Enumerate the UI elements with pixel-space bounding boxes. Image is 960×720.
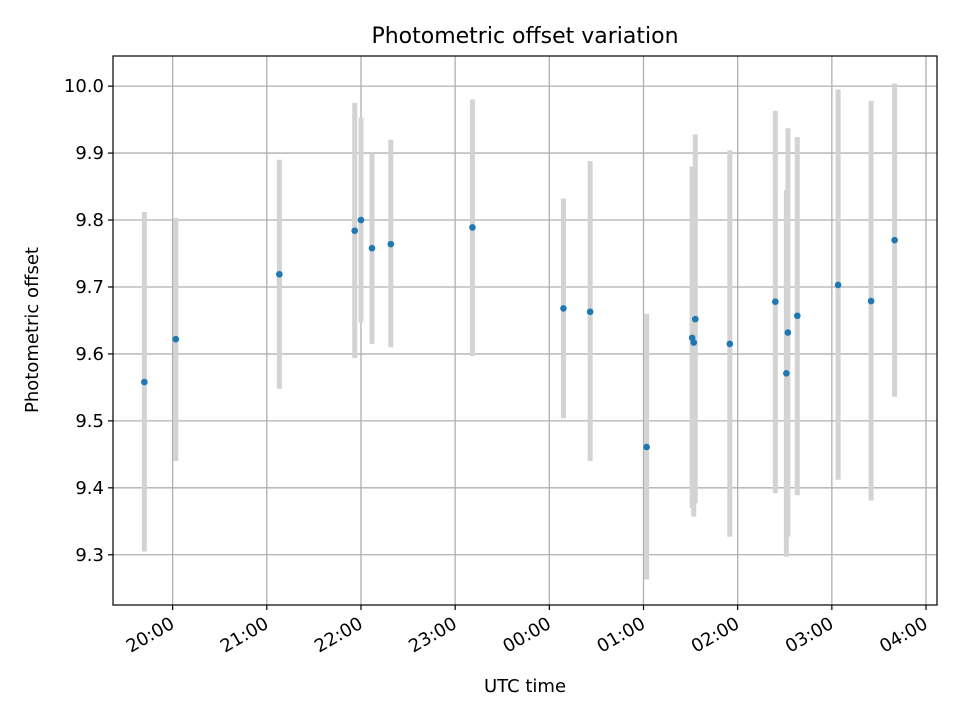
y-tick-label: 9.9 [75,143,104,164]
x-tick-label: 21:00 [217,613,272,657]
data-point [867,297,875,305]
data-point [351,227,359,235]
data-point [643,443,650,451]
data-point [891,236,898,244]
data-point [784,329,792,336]
data-point [726,340,734,348]
x-tick-label: 22:00 [311,613,366,657]
error-bars [141,83,898,580]
grid-lines [113,56,937,605]
y-tick-label: 9.5 [75,411,104,432]
plot-frame [112,55,938,606]
data-point [368,244,376,252]
data-point [560,305,567,312]
y-tick-label: 9.6 [75,344,104,365]
data-point [772,298,779,306]
data-point [387,240,395,248]
x-tick-label: 04:00 [876,613,931,657]
data-point [691,315,699,323]
data-point [586,308,594,316]
data-point [141,378,148,386]
data-points [141,216,898,451]
chart-title: Photometric offset variation [371,24,678,49]
data-point [834,281,842,289]
y-tick-label: 10.0 [64,76,104,97]
y-tick-label: 9.4 [75,478,104,499]
data-point [794,312,801,320]
x-tick-label: 02:00 [688,613,743,657]
y-tick-label: 9.8 [75,210,104,231]
x-tick-label: 03:00 [782,613,837,657]
data-point [172,335,180,343]
data-point [357,216,365,224]
data-point [469,224,476,231]
y-axis-ticks: 9.3 9.4 9.5 9.6 9.7 9.8 9.9 10.0 [64,76,113,566]
y-tick-label: 9.3 [75,545,104,566]
y-axis-label: Photometric offset [22,247,43,413]
data-point [783,370,790,377]
x-tick-label: 20:00 [123,613,178,657]
x-axis-ticks: 20:00 21:00 22:00 23:00 00:00 01:00 02:00 03:00… [123,605,932,657]
data-point [690,339,698,346]
data-point [276,270,283,278]
x-tick-label: 00:00 [499,613,554,657]
x-tick-label: 01:00 [594,613,649,657]
y-tick-label: 9.7 [75,277,104,298]
x-tick-label: 23:00 [405,613,460,657]
x-axis-label: UTC time [484,676,566,697]
